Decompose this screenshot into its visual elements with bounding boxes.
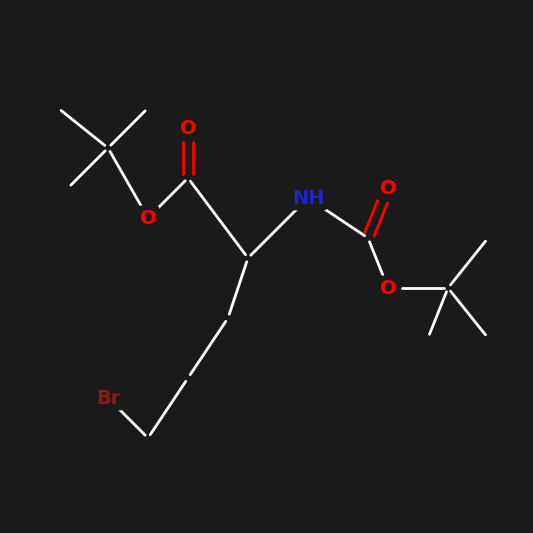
Text: Br: Br: [96, 389, 120, 408]
Text: O: O: [180, 118, 196, 138]
Text: O: O: [140, 208, 156, 228]
Text: O: O: [379, 279, 397, 297]
Text: NH: NH: [292, 189, 324, 207]
Text: O: O: [379, 179, 397, 198]
